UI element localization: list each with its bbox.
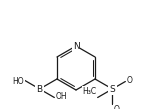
Text: B: B bbox=[36, 84, 43, 94]
Text: S: S bbox=[109, 84, 115, 94]
Text: O: O bbox=[113, 105, 119, 109]
Text: OH: OH bbox=[55, 92, 67, 101]
Text: HO: HO bbox=[12, 77, 24, 86]
Text: N: N bbox=[73, 42, 79, 50]
Text: O: O bbox=[126, 76, 132, 85]
Text: H₃C: H₃C bbox=[82, 87, 97, 95]
